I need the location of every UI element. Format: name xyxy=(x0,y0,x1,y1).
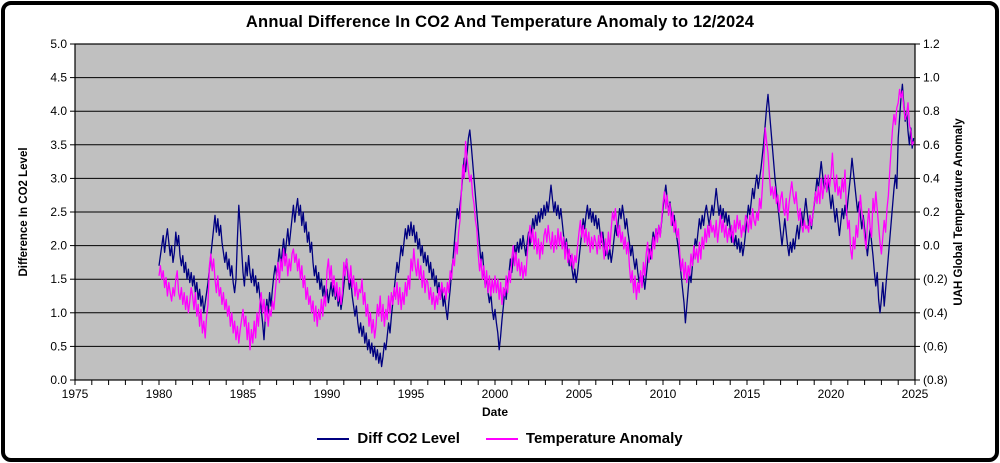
series-line-temperature xyxy=(158,88,915,351)
x-tick-label: 1980 xyxy=(146,387,173,401)
x-tick-label: 1975 xyxy=(62,387,89,401)
series-line-co2 xyxy=(158,83,915,368)
y-right-tick-label: 0.2 xyxy=(923,205,940,219)
temperature-line-swatch-icon xyxy=(485,437,518,440)
y-left-tick-label: 1.5 xyxy=(50,272,67,286)
y-right-tick-label: 0.8 xyxy=(923,104,940,118)
y-left-tick-label: 3.5 xyxy=(50,138,67,152)
y-right-tick-label: 0.0 xyxy=(923,239,940,253)
y-left-tick-label: 3.0 xyxy=(50,171,67,185)
x-tick-label: 2020 xyxy=(818,387,845,401)
y-left-tick-label: 2.0 xyxy=(50,239,67,253)
y-left-tick-label: 0.0 xyxy=(50,373,67,387)
y-left-tick-label: 2.5 xyxy=(50,205,67,219)
x-tick-label: 2025 xyxy=(902,387,929,401)
x-tick-label: 1985 xyxy=(230,387,257,401)
legend-label-temperature: Temperature Anomaly xyxy=(525,430,683,447)
legend-item-temperature: Temperature Anomaly xyxy=(485,430,683,447)
x-tick-label: 2015 xyxy=(734,387,761,401)
co2-line-swatch-icon xyxy=(317,437,350,440)
y-left-tick-label: 5.0 xyxy=(50,37,67,51)
legend-item-co2: Diff CO2 Level xyxy=(317,430,460,447)
x-tick-label: 2005 xyxy=(566,387,593,401)
y-left-tick-label: 0.5 xyxy=(50,339,67,353)
y-left-tick-label: 4.0 xyxy=(50,104,67,118)
y-right-tick-label: 0.4 xyxy=(923,171,940,185)
y-right-tick-label: (0.6) xyxy=(923,339,948,353)
x-tick-label: 2010 xyxy=(650,387,677,401)
x-tick-label: 2000 xyxy=(482,387,509,401)
x-tick-label: 1990 xyxy=(314,387,341,401)
legend: Diff CO2 Level Temperature Anomaly xyxy=(0,430,1000,447)
y-right-tick-label: 0.6 xyxy=(923,138,940,152)
y-right-tick-label: (0.2) xyxy=(923,272,948,286)
y-right-tick-label: 1.2 xyxy=(923,37,940,51)
y-right-tick-label: (0.4) xyxy=(923,306,948,320)
chart-title: Annual Difference In CO2 And Temperature… xyxy=(245,13,755,31)
y-left-tick-label: 1.0 xyxy=(50,306,67,320)
y-left-tick-label: 4.5 xyxy=(50,71,67,85)
y-right-tick-label: (0.8) xyxy=(923,373,948,387)
y-axis-title-left: Difference In CO2 Level xyxy=(18,147,30,277)
x-tick-label: 1995 xyxy=(398,387,425,401)
y-axis-title-right: UAH Global Temperature Anomaly xyxy=(953,118,965,306)
x-axis-title: Date xyxy=(481,405,508,419)
y-right-tick-label: 1.0 xyxy=(923,71,940,85)
legend-label-co2: Diff CO2 Level xyxy=(357,430,460,447)
